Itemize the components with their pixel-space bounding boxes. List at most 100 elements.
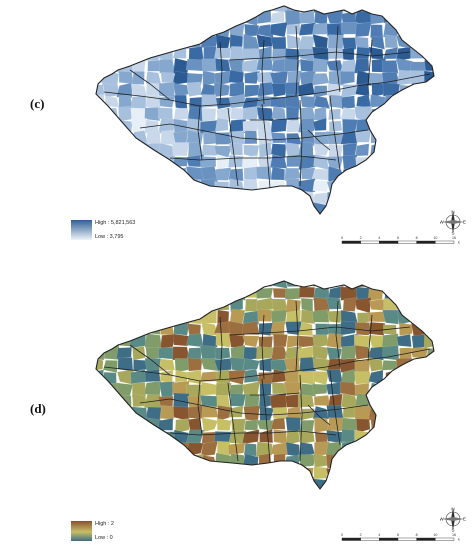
district-cell bbox=[216, 9, 230, 26]
district-cell bbox=[411, 416, 428, 434]
district-cell bbox=[410, 465, 428, 481]
district-cell bbox=[356, 69, 373, 86]
district-cell bbox=[300, 442, 315, 457]
district-boundaries bbox=[103, 300, 431, 464]
district-cell bbox=[397, 405, 414, 419]
district-cell bbox=[257, 476, 274, 489]
district-cell bbox=[399, 466, 413, 481]
district-cell bbox=[312, 357, 331, 372]
district-cell bbox=[143, 189, 160, 206]
district-line bbox=[367, 314, 373, 362]
district-cell bbox=[130, 201, 146, 214]
district-cell bbox=[96, 10, 105, 26]
district-cell bbox=[96, 309, 105, 324]
district-cell bbox=[340, 345, 358, 360]
district-cell bbox=[214, 117, 229, 132]
district-cell bbox=[158, 443, 173, 457]
district-cell bbox=[228, 202, 246, 214]
district-cell bbox=[200, 11, 217, 27]
district-line bbox=[103, 366, 201, 382]
district-cell bbox=[129, 334, 146, 349]
district-cell bbox=[202, 333, 218, 348]
district-cell bbox=[299, 281, 314, 287]
choropleth-map-c bbox=[95, 5, 435, 215]
district-cell bbox=[157, 190, 177, 207]
district-cell bbox=[101, 142, 120, 159]
district-cell bbox=[213, 47, 232, 59]
district-cell bbox=[356, 477, 371, 489]
district-cell bbox=[213, 70, 232, 87]
district-cell bbox=[215, 203, 230, 214]
district-cell bbox=[96, 35, 104, 49]
district-line bbox=[199, 73, 431, 107]
district-cell bbox=[313, 143, 331, 156]
district-cell bbox=[385, 369, 401, 384]
district-cell bbox=[116, 10, 133, 26]
district-cell bbox=[340, 309, 358, 323]
compass-south-label: S bbox=[451, 528, 454, 533]
compass-needle-ew bbox=[442, 517, 464, 521]
district-cell bbox=[410, 24, 427, 38]
compass-east-label: E bbox=[463, 517, 466, 522]
scale-segment bbox=[397, 240, 417, 244]
district-cell bbox=[104, 454, 121, 469]
district-cell bbox=[413, 94, 427, 109]
compass-west-label: W bbox=[440, 517, 444, 522]
district-cell bbox=[158, 310, 175, 324]
district-cell bbox=[357, 453, 373, 470]
district-cell bbox=[172, 22, 188, 36]
district-cell bbox=[383, 479, 399, 489]
district-cell bbox=[369, 189, 385, 206]
district-cell bbox=[228, 405, 244, 418]
district-cell bbox=[410, 405, 428, 419]
district-cell bbox=[216, 466, 232, 482]
district-cell bbox=[339, 465, 358, 480]
district-cell bbox=[160, 333, 176, 350]
district-cell bbox=[118, 429, 134, 444]
district-cell bbox=[116, 416, 134, 431]
district-cell bbox=[172, 9, 188, 26]
scale-bar: 0 2 4 6 8 10 16km bbox=[341, 236, 460, 245]
district-cell bbox=[202, 286, 217, 300]
district-cell bbox=[424, 382, 434, 397]
district-cell bbox=[411, 369, 429, 385]
district-cell bbox=[368, 454, 386, 470]
district-cell bbox=[186, 9, 202, 25]
district-line bbox=[227, 382, 239, 462]
district-cell bbox=[326, 429, 344, 444]
district-cell bbox=[96, 382, 105, 396]
district-cell bbox=[228, 465, 245, 479]
district-cell bbox=[270, 21, 288, 38]
district-cell bbox=[117, 205, 134, 214]
district-cell bbox=[284, 9, 302, 26]
district-cell bbox=[425, 192, 434, 205]
district-cell bbox=[425, 454, 434, 468]
district-cell bbox=[131, 71, 145, 85]
district-cell bbox=[398, 392, 414, 407]
district-cell bbox=[131, 178, 148, 195]
district-cell bbox=[96, 443, 105, 456]
district-cell bbox=[297, 454, 317, 468]
scale-segment bbox=[379, 240, 399, 244]
district-cell bbox=[256, 166, 273, 180]
district-cell bbox=[117, 24, 134, 36]
district-line bbox=[335, 25, 341, 93]
district-cell bbox=[423, 418, 434, 433]
district-cell bbox=[241, 6, 258, 14]
district-cell bbox=[370, 131, 386, 144]
district-cell bbox=[256, 6, 273, 12]
district-cell bbox=[228, 168, 244, 182]
district-line bbox=[227, 107, 239, 187]
district-cell bbox=[145, 179, 161, 194]
district-cell bbox=[214, 58, 231, 73]
district-line bbox=[139, 123, 369, 141]
legend-low-label: Low : 3,795 bbox=[95, 234, 124, 240]
district-cell bbox=[102, 429, 119, 445]
district-cell bbox=[188, 46, 204, 61]
panel-label: (d) bbox=[30, 401, 46, 416]
district-cell bbox=[339, 71, 355, 85]
district-cell bbox=[229, 191, 244, 205]
district-cell bbox=[426, 23, 434, 36]
scale-tick-label: 4 bbox=[378, 236, 380, 240]
district-cell bbox=[228, 453, 245, 469]
